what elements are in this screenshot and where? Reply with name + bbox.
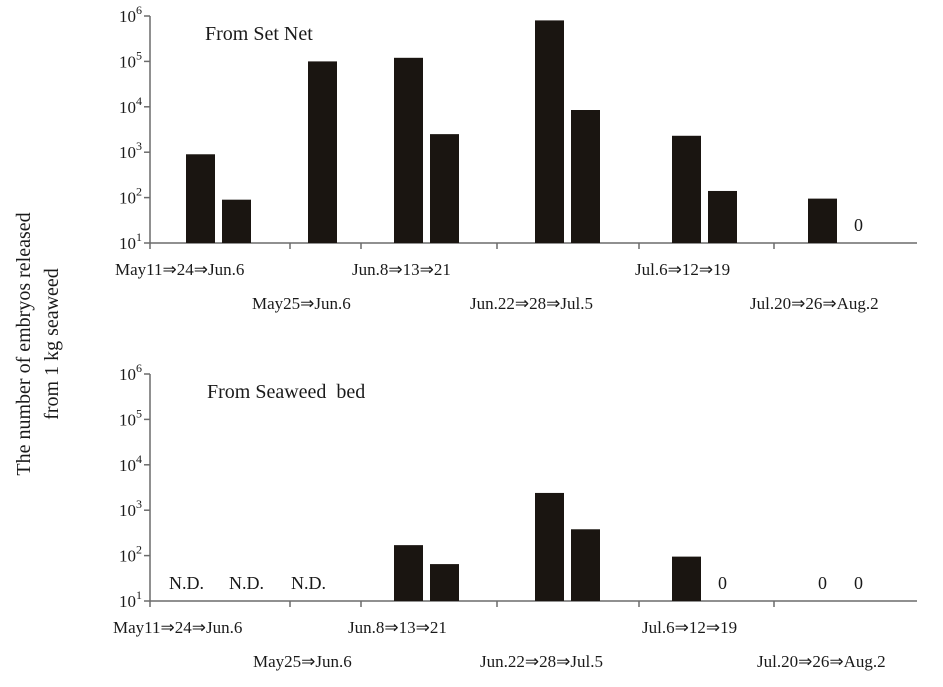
- panel-from-seaweed-bed: 101 102 103 104 105 106 From Seaweed bed N.D. N.…: [113, 361, 917, 671]
- bar: [430, 134, 459, 243]
- y-tick-label: 101: [119, 230, 142, 253]
- not-detected-label: N.D.: [169, 573, 204, 593]
- bar: [186, 154, 215, 243]
- bar: [535, 492, 564, 601]
- y-tick-label: 106: [119, 3, 142, 26]
- y-tick-label: 104: [119, 452, 142, 475]
- y-tick-label: 105: [119, 406, 142, 429]
- x-category-label: Jun.22⇒28⇒Jul.5: [480, 652, 603, 671]
- bar: [394, 545, 423, 601]
- y-axis-label-line-2: from 1 kg seaweed: [41, 268, 63, 420]
- bar: [535, 20, 564, 243]
- bar: [808, 198, 837, 243]
- bar: [672, 556, 701, 601]
- y-tick-label: 103: [119, 497, 142, 520]
- y-tick-label: 105: [119, 48, 142, 71]
- y-axis-label: The number of embryos released from 1 kg …: [13, 212, 63, 475]
- y-tick-label: 102: [119, 185, 142, 208]
- panel-title: From Set Net: [205, 23, 313, 45]
- bar: [222, 199, 251, 243]
- bar: [708, 190, 737, 243]
- x-category-label: May11⇒24⇒Jun.6: [113, 618, 242, 637]
- bar: [430, 564, 459, 601]
- bar: [571, 110, 600, 243]
- y-tick-label: 104: [119, 94, 142, 117]
- zero-value-label: 0: [718, 573, 727, 593]
- bar: [571, 529, 600, 601]
- zero-value-label: 0: [854, 215, 863, 235]
- x-category-label: Jun.8⇒13⇒21: [348, 618, 447, 637]
- bar: [308, 61, 337, 244]
- bar: [394, 57, 423, 243]
- not-detected-label: N.D.: [229, 573, 264, 593]
- y-tick-label: 103: [119, 139, 142, 162]
- x-category-label: Jun.8⇒13⇒21: [352, 260, 451, 279]
- bar: [672, 135, 701, 243]
- not-detected-label: N.D.: [291, 573, 326, 593]
- x-category-label: Jun.22⇒28⇒Jul.5: [470, 294, 593, 313]
- x-category-label: May25⇒Jun.6: [253, 652, 352, 671]
- x-category-label: Jul.20⇒26⇒Aug.2: [757, 652, 886, 671]
- y-axis-label-line-1: The number of embryos released: [13, 212, 35, 475]
- panel-from-set-net: 101 102 103 104 105 106 From Set Net May11⇒24⇒J…: [115, 3, 917, 313]
- zero-value-label: 0: [818, 573, 827, 593]
- x-category-label: May25⇒Jun.6: [252, 294, 351, 313]
- y-tick-label: 101: [119, 588, 142, 611]
- x-category-label: Jul.20⇒26⇒Aug.2: [750, 294, 879, 313]
- y-tick-label: 102: [119, 543, 142, 566]
- x-category-label: May11⇒24⇒Jun.6: [115, 260, 244, 279]
- zero-value-label: 0: [854, 573, 863, 593]
- x-category-label: Jul.6⇒12⇒19: [642, 618, 737, 637]
- y-tick-label: 106: [119, 361, 142, 384]
- x-category-label: Jul.6⇒12⇒19: [635, 260, 730, 279]
- panel-title: From Seaweed bed: [207, 381, 365, 403]
